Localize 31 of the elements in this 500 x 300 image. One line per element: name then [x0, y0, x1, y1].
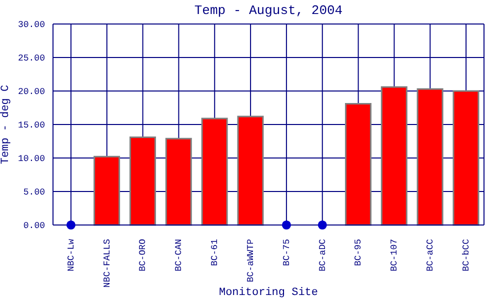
- y-tick-label: 20.00: [18, 87, 45, 98]
- bar: [165, 138, 192, 226]
- x-tick-label: BC-aWWTP: [246, 239, 256, 282]
- bar: [416, 88, 444, 226]
- y-tick-label: 25.00: [18, 54, 45, 64]
- y-axis-title: Temp - deg C: [0, 84, 12, 164]
- y-tick-label: 5.00: [23, 188, 45, 198]
- bar: [201, 118, 228, 226]
- x-tick-label: NBC-Lw: [66, 238, 76, 272]
- x-tick-label: BC-95: [354, 239, 364, 266]
- bar: [94, 156, 120, 226]
- x-tick-label: BC-aDC: [318, 238, 328, 272]
- x-tick-label: BC-bCC: [461, 238, 472, 272]
- y-tick-label: 15.00: [18, 120, 45, 131]
- x-tick-label: NBC-FALLS: [102, 239, 112, 288]
- x-tick-label: BC-aCC: [426, 238, 436, 272]
- bar: [237, 116, 264, 226]
- bar: [129, 136, 156, 226]
- x-tick-label: BC-61: [210, 239, 220, 266]
- bar: [452, 90, 480, 226]
- chart-title: Temp - August, 2004: [193, 3, 344, 18]
- x-tick-label: BC-75: [282, 239, 292, 266]
- bar: [344, 102, 372, 226]
- bar: [380, 86, 408, 226]
- y-tick-label: 30.00: [18, 20, 45, 30]
- x-axis-title: Monitoring Site: [218, 287, 318, 299]
- y-tick-label: 10.00: [18, 154, 45, 164]
- x-tick-label: BC-107: [390, 239, 400, 272]
- x-tick-label: BC-ORO: [138, 239, 148, 272]
- y-tick-label: 0.00: [23, 221, 45, 232]
- x-tick-label: BC-CAN: [174, 239, 184, 272]
